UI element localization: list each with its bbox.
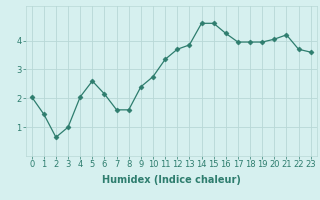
X-axis label: Humidex (Indice chaleur): Humidex (Indice chaleur): [102, 175, 241, 185]
